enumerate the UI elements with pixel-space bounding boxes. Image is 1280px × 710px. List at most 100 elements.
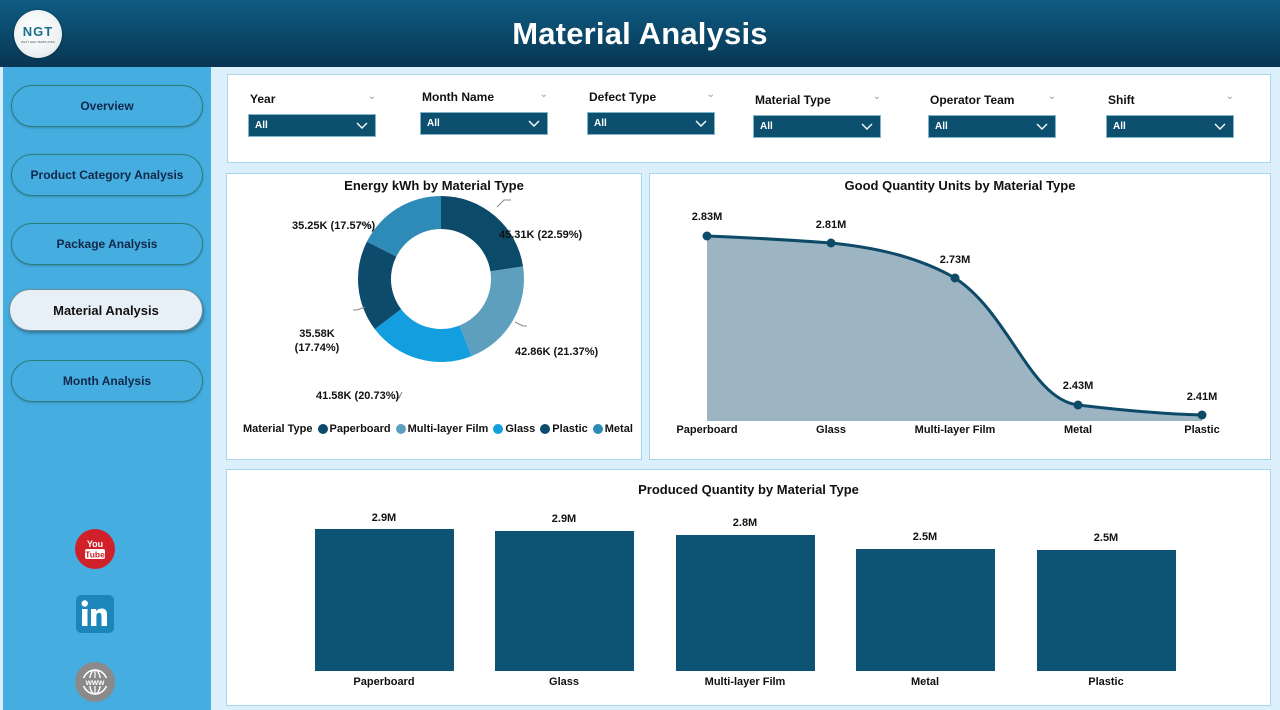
donut-chart bbox=[353, 196, 527, 399]
dropdown-value: All bbox=[427, 118, 440, 129]
sidebar-item-product-category-analysis[interactable]: Product Category Analysis bbox=[11, 154, 203, 196]
year-dropdown[interactable]: All bbox=[248, 114, 376, 137]
data-label-plastic: 35.58K (17.74%) bbox=[294, 328, 340, 354]
legend-dot-icon bbox=[592, 424, 603, 434]
youtube-icon: You Tube bbox=[75, 529, 115, 569]
sidebar: Overview Product Category Analysis Packa… bbox=[3, 67, 211, 710]
chevron-down-icon[interactable]: ⌄ bbox=[367, 91, 376, 102]
data-point[interactable] bbox=[826, 238, 836, 248]
chart-legend: Material Type Paperboard Multi-layer Fil… bbox=[243, 423, 633, 435]
x-axis-label: Metal bbox=[910, 676, 940, 688]
data-label-multi-layer-film: 42.86K (21.37%) bbox=[515, 346, 599, 358]
leader-line bbox=[393, 391, 403, 399]
sidebar-item-label: Product Category Analysis bbox=[30, 168, 184, 182]
data-label: 2.81M bbox=[815, 219, 847, 231]
x-axis-label: Plastic bbox=[1088, 676, 1124, 688]
sidebar-item-label: Package Analysis bbox=[56, 237, 158, 251]
bar-multi-layer-film[interactable] bbox=[676, 535, 815, 671]
chevron-down-icon[interactable]: ⌄ bbox=[539, 89, 548, 100]
data-point[interactable] bbox=[950, 273, 960, 283]
website-link[interactable]: www bbox=[75, 662, 115, 702]
legend-item-glass[interactable]: Glass bbox=[493, 423, 535, 435]
data-point[interactable] bbox=[1073, 400, 1083, 410]
donut-slice-multi-layer-film[interactable] bbox=[459, 266, 525, 357]
bar-plastic[interactable] bbox=[1037, 550, 1176, 671]
data-point[interactable] bbox=[1197, 410, 1207, 420]
operator-team-dropdown[interactable]: All bbox=[928, 115, 1056, 138]
filter-label: Year bbox=[250, 92, 276, 106]
chevron-down-icon bbox=[695, 120, 707, 127]
sidebar-item-label: Material Analysis bbox=[53, 302, 159, 318]
legend-item-paperboard[interactable]: Paperboard bbox=[317, 423, 391, 435]
legend-dot-icon bbox=[317, 424, 328, 434]
data-label-paperboard: 45.31K (22.59%) bbox=[499, 229, 583, 241]
bar-value-label: 2.9M bbox=[371, 512, 397, 524]
legend-dot-icon bbox=[395, 424, 406, 434]
material-type-dropdown[interactable]: All bbox=[753, 115, 881, 138]
x-axis-label: Paperboard bbox=[676, 424, 738, 436]
good-quantity-area-chart-panel: Good Quantity Units by Material Type 2.8… bbox=[649, 173, 1271, 460]
x-axis-label: Plastic bbox=[1184, 424, 1220, 436]
energy-donut-chart-panel: Energy kWh by Material Type 45.31K (22.5… bbox=[226, 173, 642, 460]
legend-item-metal[interactable]: Metal bbox=[592, 423, 633, 435]
bar-value-label: 2.9M bbox=[551, 513, 577, 525]
dropdown-value: All bbox=[255, 120, 268, 131]
donut-slice-metal[interactable] bbox=[366, 196, 441, 257]
chevron-down-icon[interactable]: ⌄ bbox=[1225, 91, 1234, 102]
x-axis-label: Multi-layer Film bbox=[914, 424, 996, 436]
ngt-logo: NGT NEXT GEN TEMPLATES bbox=[14, 10, 62, 58]
donut-slice-glass[interactable] bbox=[374, 309, 472, 362]
logo-subtext: NEXT GEN TEMPLATES bbox=[21, 39, 55, 44]
sidebar-item-label: Month Analysis bbox=[62, 374, 152, 388]
filter-label: Defect Type bbox=[589, 90, 657, 104]
chevron-down-icon bbox=[861, 123, 873, 130]
leader-line bbox=[360, 223, 373, 229]
filter-label: Month Name bbox=[422, 90, 494, 104]
sidebar-item-material-analysis[interactable]: Material Analysis bbox=[9, 289, 203, 331]
bar-value-label: 2.5M bbox=[912, 531, 938, 543]
chevron-down-icon bbox=[1036, 123, 1048, 130]
data-point[interactable] bbox=[702, 231, 712, 241]
legend-item-multi-layer-film[interactable]: Multi-layer Film bbox=[395, 423, 488, 435]
legend-item-plastic[interactable]: Plastic bbox=[540, 423, 588, 435]
svg-text:Tube: Tube bbox=[85, 550, 105, 560]
data-label: 2.73M bbox=[939, 254, 971, 266]
bar-glass[interactable] bbox=[495, 531, 634, 671]
sidebar-item-overview[interactable]: Overview bbox=[11, 85, 203, 127]
globe-icon: www bbox=[75, 662, 115, 702]
dropdown-value: All bbox=[760, 121, 773, 132]
filter-label: Shift bbox=[1108, 93, 1135, 107]
legend-dot-icon bbox=[540, 424, 551, 434]
sidebar-item-month-analysis[interactable]: Month Analysis bbox=[11, 360, 203, 402]
legend-dot-icon bbox=[493, 424, 504, 434]
chart-title: Produced Quantity by Material Type bbox=[638, 482, 859, 497]
area-line bbox=[706, 234, 1203, 417]
sidebar-item-package-analysis[interactable]: Package Analysis bbox=[11, 223, 203, 265]
bar-value-label: 2.5M bbox=[1093, 532, 1119, 544]
legend-title: Material Type bbox=[243, 423, 313, 435]
produced-quantity-bar-chart-panel: Produced Quantity by Material Type 2.9M … bbox=[226, 469, 1271, 706]
page-title: Material Analysis bbox=[512, 15, 768, 51]
shift-dropdown[interactable]: All bbox=[1106, 115, 1234, 138]
chevron-down-icon[interactable]: ⌄ bbox=[1047, 91, 1056, 102]
filter-label: Material Type bbox=[755, 93, 831, 107]
month-name-dropdown[interactable]: All bbox=[420, 112, 548, 135]
data-label: 2.41M bbox=[1186, 391, 1218, 403]
dropdown-value: All bbox=[935, 121, 948, 132]
x-axis-label: Metal bbox=[1063, 424, 1093, 436]
sidebar-item-label: Overview bbox=[80, 99, 134, 113]
donut-slice-paperboard[interactable] bbox=[441, 196, 524, 272]
chevron-down-icon[interactable]: ⌄ bbox=[706, 89, 715, 100]
bar-paperboard[interactable] bbox=[315, 529, 454, 671]
chevron-down-icon[interactable]: ⌄ bbox=[872, 91, 881, 102]
area-chart bbox=[702, 231, 1207, 421]
filter-label: Operator Team bbox=[930, 93, 1015, 107]
youtube-link[interactable]: You Tube bbox=[75, 529, 115, 569]
defect-type-dropdown[interactable]: All bbox=[587, 112, 715, 135]
leader-line bbox=[496, 199, 511, 208]
x-axis-label: Multi-layer Film bbox=[704, 676, 786, 688]
linkedin-link[interactable] bbox=[75, 594, 115, 634]
bar-metal[interactable] bbox=[856, 549, 995, 671]
donut-slice-plastic[interactable] bbox=[357, 241, 402, 330]
chevron-down-icon bbox=[356, 122, 368, 129]
